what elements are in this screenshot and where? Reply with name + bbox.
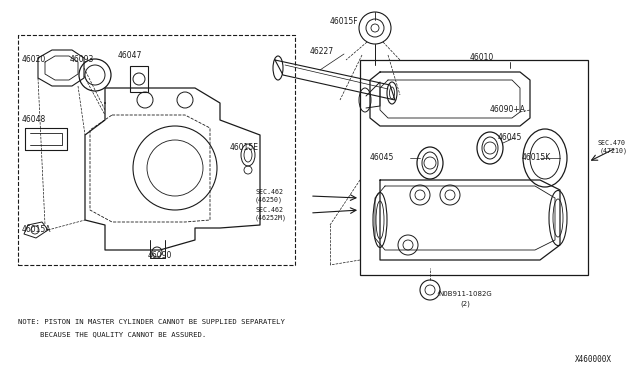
Bar: [18, 35, 295, 265]
Text: 46090: 46090: [148, 250, 172, 260]
Text: 46015K: 46015K: [522, 154, 551, 163]
Text: N0B911-1082G: N0B911-1082G: [438, 291, 492, 297]
Text: NOTE: PISTON IN MASTER CYLINDER CANNOT BE SUPPLIED SEPARATELY: NOTE: PISTON IN MASTER CYLINDER CANNOT B…: [18, 319, 285, 325]
Text: 46015A: 46015A: [22, 225, 51, 234]
Text: BECAUSE THE QUALITY CANNOT BE ASSURED.: BECAUSE THE QUALITY CANNOT BE ASSURED.: [40, 331, 206, 337]
Text: SEC.470: SEC.470: [598, 140, 626, 146]
Text: 46045: 46045: [498, 134, 522, 142]
Text: 46015F: 46015F: [330, 17, 358, 26]
Text: (2): (2): [460, 301, 470, 307]
Bar: [130, 66, 148, 92]
Text: (47210): (47210): [600, 148, 628, 154]
Text: 46227: 46227: [310, 48, 334, 57]
Text: SEC.462: SEC.462: [255, 207, 283, 213]
Text: 46020: 46020: [22, 55, 46, 64]
Text: SEC.462: SEC.462: [255, 189, 283, 195]
Bar: [360, 60, 588, 275]
Text: 46045: 46045: [370, 154, 394, 163]
Text: (46250): (46250): [255, 197, 283, 203]
Text: 46048: 46048: [22, 115, 46, 125]
Text: 46015E: 46015E: [230, 144, 259, 153]
Text: X460000X: X460000X: [575, 356, 612, 365]
Text: 46047: 46047: [118, 51, 142, 60]
Text: (46252M): (46252M): [255, 215, 287, 221]
Text: 46090+A: 46090+A: [490, 106, 526, 115]
Text: 46010: 46010: [470, 52, 494, 61]
Text: 46093: 46093: [70, 55, 94, 64]
